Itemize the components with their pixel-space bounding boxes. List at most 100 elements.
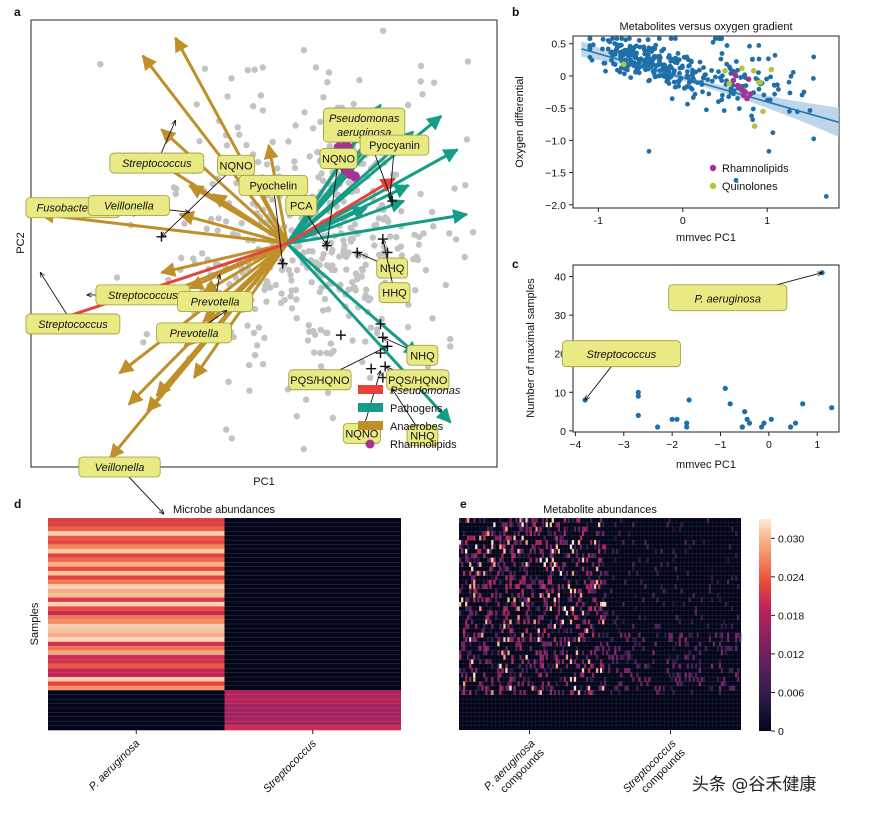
metabolite-cross-marker (382, 247, 393, 258)
heatmap-cell (579, 588, 583, 594)
heatmap-cell (597, 606, 601, 612)
background-point (310, 125, 317, 132)
heatmap-cell (545, 650, 548, 656)
heatmap-cell (706, 518, 710, 523)
heatmap-cell (644, 615, 647, 620)
heatmap-cell (503, 540, 506, 545)
heatmap-cell (224, 672, 401, 678)
heatmap-cell (658, 624, 661, 629)
background-point (351, 221, 359, 228)
heatmap-cell (585, 526, 589, 532)
heatmap-cell (517, 637, 520, 642)
heatmap-cell (654, 566, 657, 572)
heatmap-cell (535, 685, 538, 691)
heatmap-cell (483, 685, 486, 691)
heatmap-cell (477, 654, 480, 660)
heatmap-cell (483, 628, 486, 634)
background-point (373, 329, 381, 337)
background-point (257, 92, 265, 99)
heatmap-cell (668, 654, 671, 660)
heatmap-cell (537, 544, 540, 550)
heatmap-cell (575, 548, 579, 554)
heatmap-cell (567, 641, 571, 647)
heatmap-cell (600, 601, 603, 607)
heatmap-cell (581, 557, 585, 563)
heatmap-cell (539, 557, 542, 563)
heatmap-cell (676, 654, 679, 660)
heatmap-cell (614, 650, 617, 656)
heatmap-cell (612, 610, 615, 616)
background-point (420, 230, 427, 237)
background-point (324, 79, 331, 86)
heatmap-cell (48, 654, 225, 660)
heatmap-cell (597, 544, 601, 550)
heatmap-cell (575, 518, 579, 523)
heatmap-cell (503, 654, 506, 660)
heatmap-cell (469, 690, 472, 695)
heatmap-cell (543, 668, 546, 673)
heatmap-cell (513, 540, 516, 545)
heatmap-cell (477, 632, 480, 638)
heatmap-cell (485, 677, 488, 682)
heatmap-cell (513, 677, 516, 682)
heatmap-cell (459, 557, 462, 563)
metabolite-cross-marker (335, 330, 346, 341)
background-point (463, 136, 471, 143)
heatmap-cell (519, 690, 522, 695)
heatmap-cell (521, 579, 524, 585)
background-point (362, 261, 369, 268)
heatmap-cell (600, 615, 603, 620)
heatmap-cell (48, 641, 225, 647)
background-point (230, 333, 237, 341)
panel-a-y-axis-label: PC2 (15, 232, 27, 253)
heatmap-cell (579, 597, 583, 603)
heatmap-cell (533, 637, 536, 642)
heatmap-cell (48, 663, 225, 669)
background-point (343, 266, 350, 273)
heatmap-cell (529, 663, 532, 669)
heatmap-cell (666, 522, 669, 528)
heatmap-cell (525, 518, 528, 523)
background-point (430, 223, 437, 230)
metabolite-point (788, 73, 794, 79)
rhamnolipid-point (747, 91, 754, 97)
heatmap-cell (224, 584, 401, 589)
metabolite-cross-marker (375, 318, 386, 329)
heatmap-cell (575, 615, 579, 620)
heatmap-cell (461, 562, 464, 567)
heatmap-cell (467, 624, 470, 629)
heatmap-cell (600, 557, 603, 563)
metabolite-point (686, 63, 691, 69)
colorbar-tick-label: 0.030 (778, 533, 804, 545)
heatmap-cell (551, 566, 554, 572)
metabolite-point (787, 90, 793, 96)
heatmap-cell (561, 606, 565, 612)
heatmap-cell (644, 663, 647, 669)
heatmap-cell (690, 619, 693, 625)
heatmap-cell (587, 606, 591, 612)
metabolite-point (823, 194, 829, 199)
heatmap-cell (463, 571, 466, 576)
panel-b-x-axis-label: mmvec PC1 (676, 232, 736, 244)
x-tick-label: 1 (814, 439, 820, 451)
heatmap-cell (602, 531, 605, 536)
background-point (447, 335, 454, 343)
heatmap-cell (525, 584, 528, 589)
heatmap-cell (561, 540, 565, 545)
heatmap-cell (571, 637, 575, 642)
heatmap-cell (521, 535, 524, 541)
heatmap-cell (642, 597, 645, 603)
heatmap-cell (495, 535, 498, 541)
heatmap-cell (517, 681, 520, 687)
metabolite-point (787, 109, 792, 114)
heatmap-cell (469, 663, 472, 669)
heatmap-cell (224, 606, 401, 612)
background-point (223, 142, 231, 149)
background-point (224, 93, 231, 100)
heatmap-cell (525, 597, 528, 603)
metabolite-point (658, 62, 664, 67)
heatmap-cell (688, 632, 691, 638)
background-point (293, 413, 300, 420)
heatmap-cell (485, 685, 488, 691)
annotation-label-box (78, 456, 161, 478)
